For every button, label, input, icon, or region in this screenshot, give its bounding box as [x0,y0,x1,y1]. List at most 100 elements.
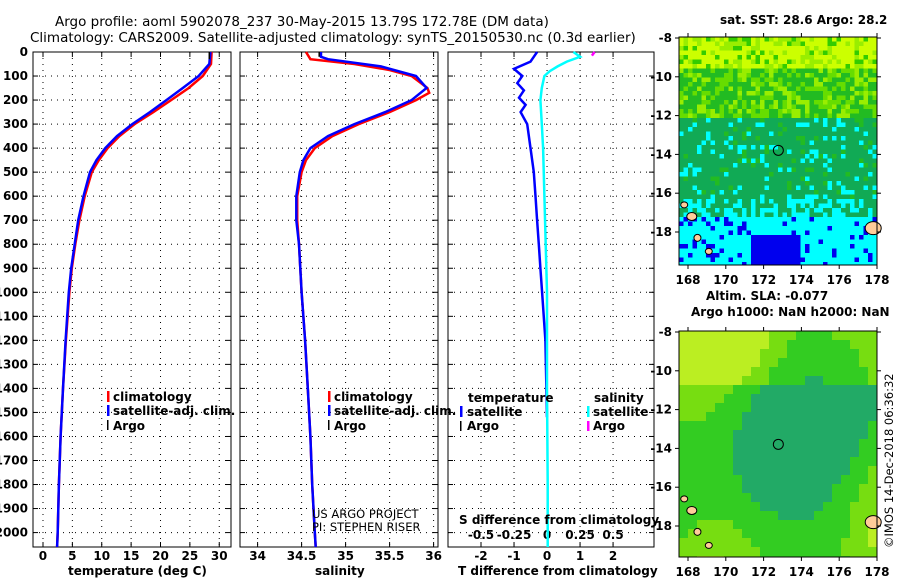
map-cell [769,502,778,511]
map-cell [787,412,796,421]
map-cell [863,55,868,60]
map-cell [868,457,877,466]
map-cell [845,55,850,60]
map-cell [859,154,864,159]
map-cell [782,154,787,159]
map-cell [832,248,837,253]
map-cell [872,46,877,51]
map-cell [872,158,877,163]
map-cell [859,95,864,100]
map-cell [778,412,787,421]
map-cell [715,185,720,190]
map-cell [710,217,715,222]
map-cell [818,64,823,69]
map-cell [701,104,706,109]
map-cell [850,194,855,199]
map-cell [841,340,850,349]
map-cell [805,248,810,253]
map-cell [805,158,810,163]
map-cell [697,109,702,114]
map-cell [701,82,706,87]
map-cell [872,122,877,127]
map-cell [742,538,751,547]
map-cell [697,230,702,235]
map-cell [805,163,810,168]
map-cell [868,194,873,199]
map-cell [787,448,796,457]
map-cell [863,257,868,262]
temperature-xlabel: temperature (deg C) [68,564,207,578]
map-cell [764,109,769,114]
map-cell [863,73,868,78]
map-cell [688,430,697,439]
map-cell [769,475,778,484]
map-cell [863,158,868,163]
map-cell [724,136,729,141]
map-cell [751,203,756,208]
map-cell [697,199,702,204]
map-cell [782,59,787,64]
map-cell [805,77,810,82]
map-cell [814,466,823,475]
map-cell [805,113,810,118]
map-cell [800,95,805,100]
map-cell [715,167,720,172]
map-cell [832,190,837,195]
map-cell [679,100,684,105]
map-cell [836,118,841,123]
map-cell [805,376,814,385]
map-cell [814,199,819,204]
map-cell [724,226,729,231]
map-cell [863,185,868,190]
sst-map-panel: 168 170 172 174 176 178-8-10-12-14-16-18 [650,31,889,287]
map-cell [823,439,832,448]
x-tick-label: 34.5 [287,549,317,563]
map-cell [751,122,756,127]
map-cell [796,73,801,78]
map-cell [778,104,783,109]
map-cell [845,217,850,222]
map-cell [697,190,702,195]
map-cell [863,95,868,100]
map-cell [818,185,823,190]
map-cell [697,529,706,538]
map-cell [868,68,873,73]
map-cell [679,68,684,73]
map-cell [760,194,765,199]
map-cell [845,190,850,195]
map-cell [850,203,855,208]
map-cell [850,511,859,520]
map-cell [760,430,769,439]
map-cell [728,68,733,73]
map-cell [719,55,724,60]
map-cell [791,163,796,168]
map-cell [773,86,778,91]
map-cell [715,190,720,195]
map-cell [859,457,868,466]
map-cell [688,50,693,55]
map-cell [733,37,738,42]
map-cell [697,475,706,484]
map-cell [868,484,877,493]
map-cell [778,466,787,475]
map-cell [728,127,733,132]
map-cell [679,136,684,141]
map-cell [845,172,850,177]
map-cell [814,104,819,109]
map-cell [872,176,877,181]
map-cell [697,181,702,186]
map-cell [782,122,787,127]
difference-panel: -2 -1 0 1 2-0.5 -0.25 0 0.25 0.5 [447,50,655,563]
map-cell [841,484,850,493]
map-cell [746,226,751,231]
map-cell [679,163,684,168]
map-cell [778,68,783,73]
map-cell [692,176,697,181]
map-cell [683,113,688,118]
map-cell [796,181,801,186]
map-cell [814,253,819,258]
map-cell [697,421,706,430]
map-cell [827,145,832,150]
map-cell [796,172,801,177]
map-cell [769,167,774,172]
